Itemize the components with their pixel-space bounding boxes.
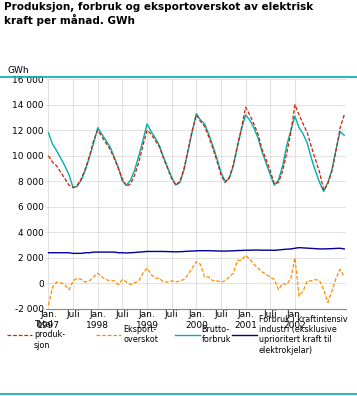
Text: Forbruk i kraftintensiv
industri (eksklusive
uprioritert kraft til
elektrokjelar: Forbruk i kraftintensiv industri (eksklu…	[259, 314, 347, 355]
Text: GWh: GWh	[7, 66, 29, 74]
Text: Total
produk-
sjon: Total produk- sjon	[34, 320, 65, 350]
Text: Brutto-
forbruk: Brutto- forbruk	[202, 325, 231, 344]
Text: Eksport-
overskot: Eksport- overskot	[123, 325, 158, 344]
Text: Produksjon, forbruk og eksportoverskot av elektrisk
kraft per månad. GWh: Produksjon, forbruk og eksportoverskot a…	[4, 2, 313, 26]
